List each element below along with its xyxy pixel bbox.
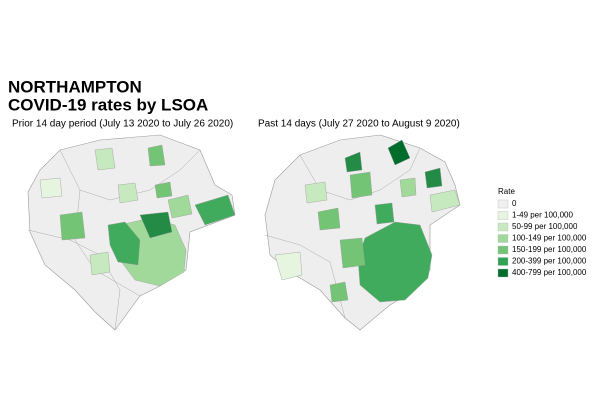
map-subtitle: Prior 14 day period (July 13 2020 to Jul…	[12, 119, 233, 130]
legend-swatch	[497, 234, 509, 243]
legend-swatch	[497, 211, 509, 220]
map-left	[27, 134, 236, 331]
title-line: COVID-19 rates by LSOA	[8, 95, 208, 114]
legend-label: 200-399 per 100,000	[512, 257, 587, 266]
legend-swatch	[497, 199, 509, 209]
legend-swatch	[497, 245, 509, 255]
legend-title: Rate	[498, 187, 515, 196]
legend: Rate 0 1-49 per 100,000 50-99 per 100,000 1…	[497, 187, 587, 278]
legend-swatch	[497, 257, 509, 266]
map-right	[264, 134, 461, 331]
legend-label: 150-199 per 100,000	[512, 245, 587, 254]
legend-label: 0	[512, 199, 517, 208]
legend-label: 400-799 per 100,000	[512, 268, 587, 277]
legend-swatch	[497, 268, 509, 278]
legend-swatch	[497, 222, 509, 232]
legend-label: 1-49 per 100,000	[512, 211, 573, 220]
legend-label: 100-149 per 100,000	[512, 234, 587, 243]
map-subtitle: Past 14 days (July 27 2020 to August 9 2…	[258, 119, 460, 130]
title-line: NORTHAMPTON	[8, 77, 142, 96]
legend-label: 50-99 per 100,000	[512, 222, 578, 231]
